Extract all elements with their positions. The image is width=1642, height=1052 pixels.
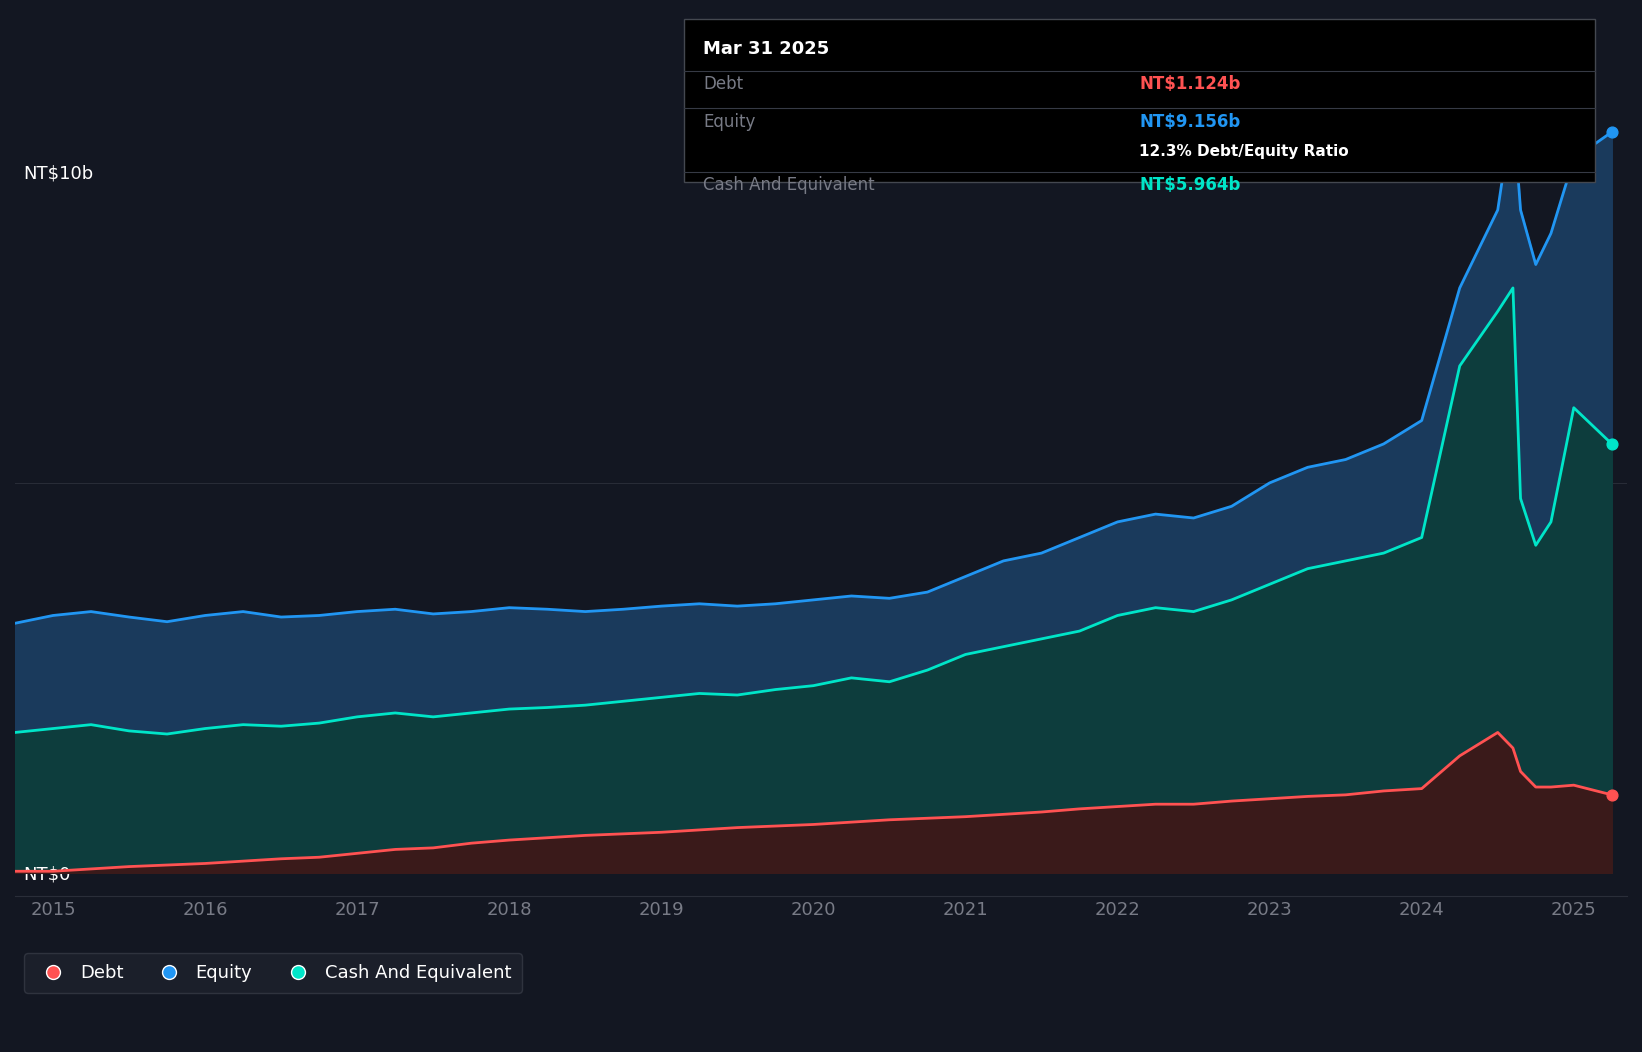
Point — [1599, 787, 1626, 804]
Text: 12.3% Debt/Equity Ratio: 12.3% Debt/Equity Ratio — [1140, 144, 1350, 159]
Legend: Debt, Equity, Cash And Equivalent: Debt, Equity, Cash And Equivalent — [25, 953, 522, 993]
Text: Debt: Debt — [703, 75, 744, 93]
Text: NT$5.964b: NT$5.964b — [1140, 177, 1241, 195]
Text: NT$10b: NT$10b — [23, 164, 94, 183]
Text: NT$9.156b: NT$9.156b — [1140, 113, 1241, 130]
FancyBboxPatch shape — [685, 19, 1594, 182]
Text: NT$1.124b: NT$1.124b — [1140, 75, 1241, 93]
Text: Cash And Equivalent: Cash And Equivalent — [703, 177, 875, 195]
Text: NT$0: NT$0 — [23, 865, 71, 884]
Text: Equity: Equity — [703, 113, 755, 130]
Text: Mar 31 2025: Mar 31 2025 — [703, 40, 829, 58]
Point — [1599, 123, 1626, 140]
Point — [1599, 436, 1626, 452]
